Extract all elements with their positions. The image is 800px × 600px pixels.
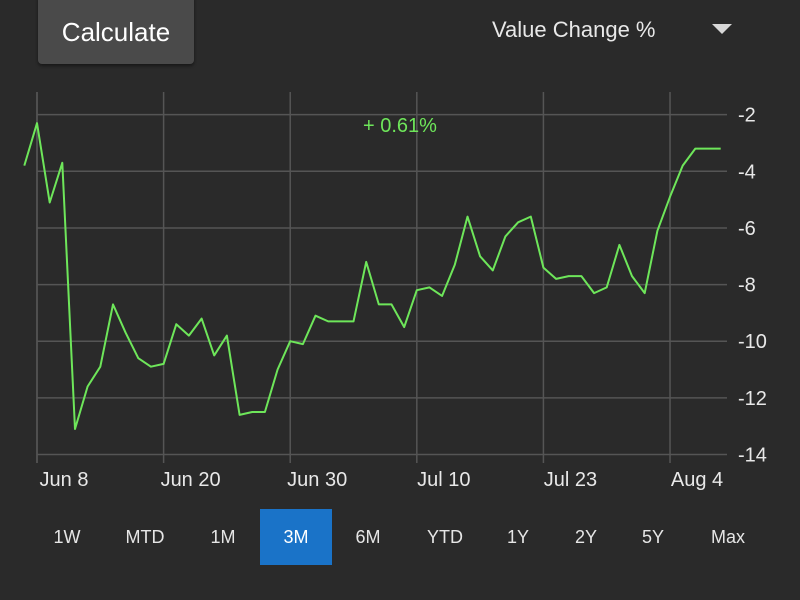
range-button-mtd[interactable]: MTD: [125, 526, 165, 547]
range-button-5y[interactable]: 5Y: [641, 526, 665, 547]
x-tick-label: Jun 8: [40, 469, 89, 491]
value-change-chart: -2 -4 -6 -8 -10 -12 -14 Jun 8 Jun 20 Jun 30 Jul 10…: [23, 92, 767, 491]
range-button-2y[interactable]: 2Y: [574, 526, 598, 547]
y-tick-label: -4: [738, 161, 756, 183]
x-tick-label: Jun 30: [287, 469, 347, 491]
chart-series: [23, 122, 721, 430]
range-button-1m[interactable]: 1M: [210, 526, 236, 547]
range-button-1y[interactable]: 1Y: [506, 526, 530, 547]
x-tick-label: Jul 10: [417, 469, 470, 491]
range-button-1w[interactable]: 1W: [53, 526, 81, 547]
range-button-3m[interactable]: 3M: [260, 509, 332, 565]
metric-dropdown[interactable]: Value Change %: [480, 10, 750, 50]
y-tick-label: -2: [738, 105, 756, 127]
chart-grid: [36, 92, 727, 463]
x-tick-label: Jun 20: [161, 469, 221, 491]
x-tick-label: Jul 23: [544, 469, 597, 491]
y-tick-label: -6: [738, 218, 756, 240]
x-tick-label: Aug 4: [671, 469, 723, 491]
range-button-ytd[interactable]: YTD: [427, 526, 463, 547]
calculate-button[interactable]: Calculate: [38, 0, 194, 64]
y-tick-label: -10: [738, 331, 767, 353]
y-tick-label: -8: [738, 275, 756, 297]
y-tick-label: -12: [738, 388, 767, 410]
chart-tick-labels: -2 -4 -6 -8 -10 -12 -14 Jun 8 Jun 20 Jun 30 Jul 10…: [40, 105, 767, 491]
y-tick-label: -14: [738, 445, 767, 467]
caret-down-icon[interactable]: [712, 24, 732, 34]
range-button-6m[interactable]: 6M: [355, 526, 381, 547]
range-button-max[interactable]: Max: [710, 526, 745, 547]
series-line: [23, 122, 721, 430]
change-annotation: + 0.61%: [363, 115, 437, 137]
time-range-selector: 1W MTD 1M 3M 6M YTD 1Y 2Y 5Y Max: [0, 509, 800, 565]
metric-dropdown-label: Value Change %: [492, 17, 656, 42]
